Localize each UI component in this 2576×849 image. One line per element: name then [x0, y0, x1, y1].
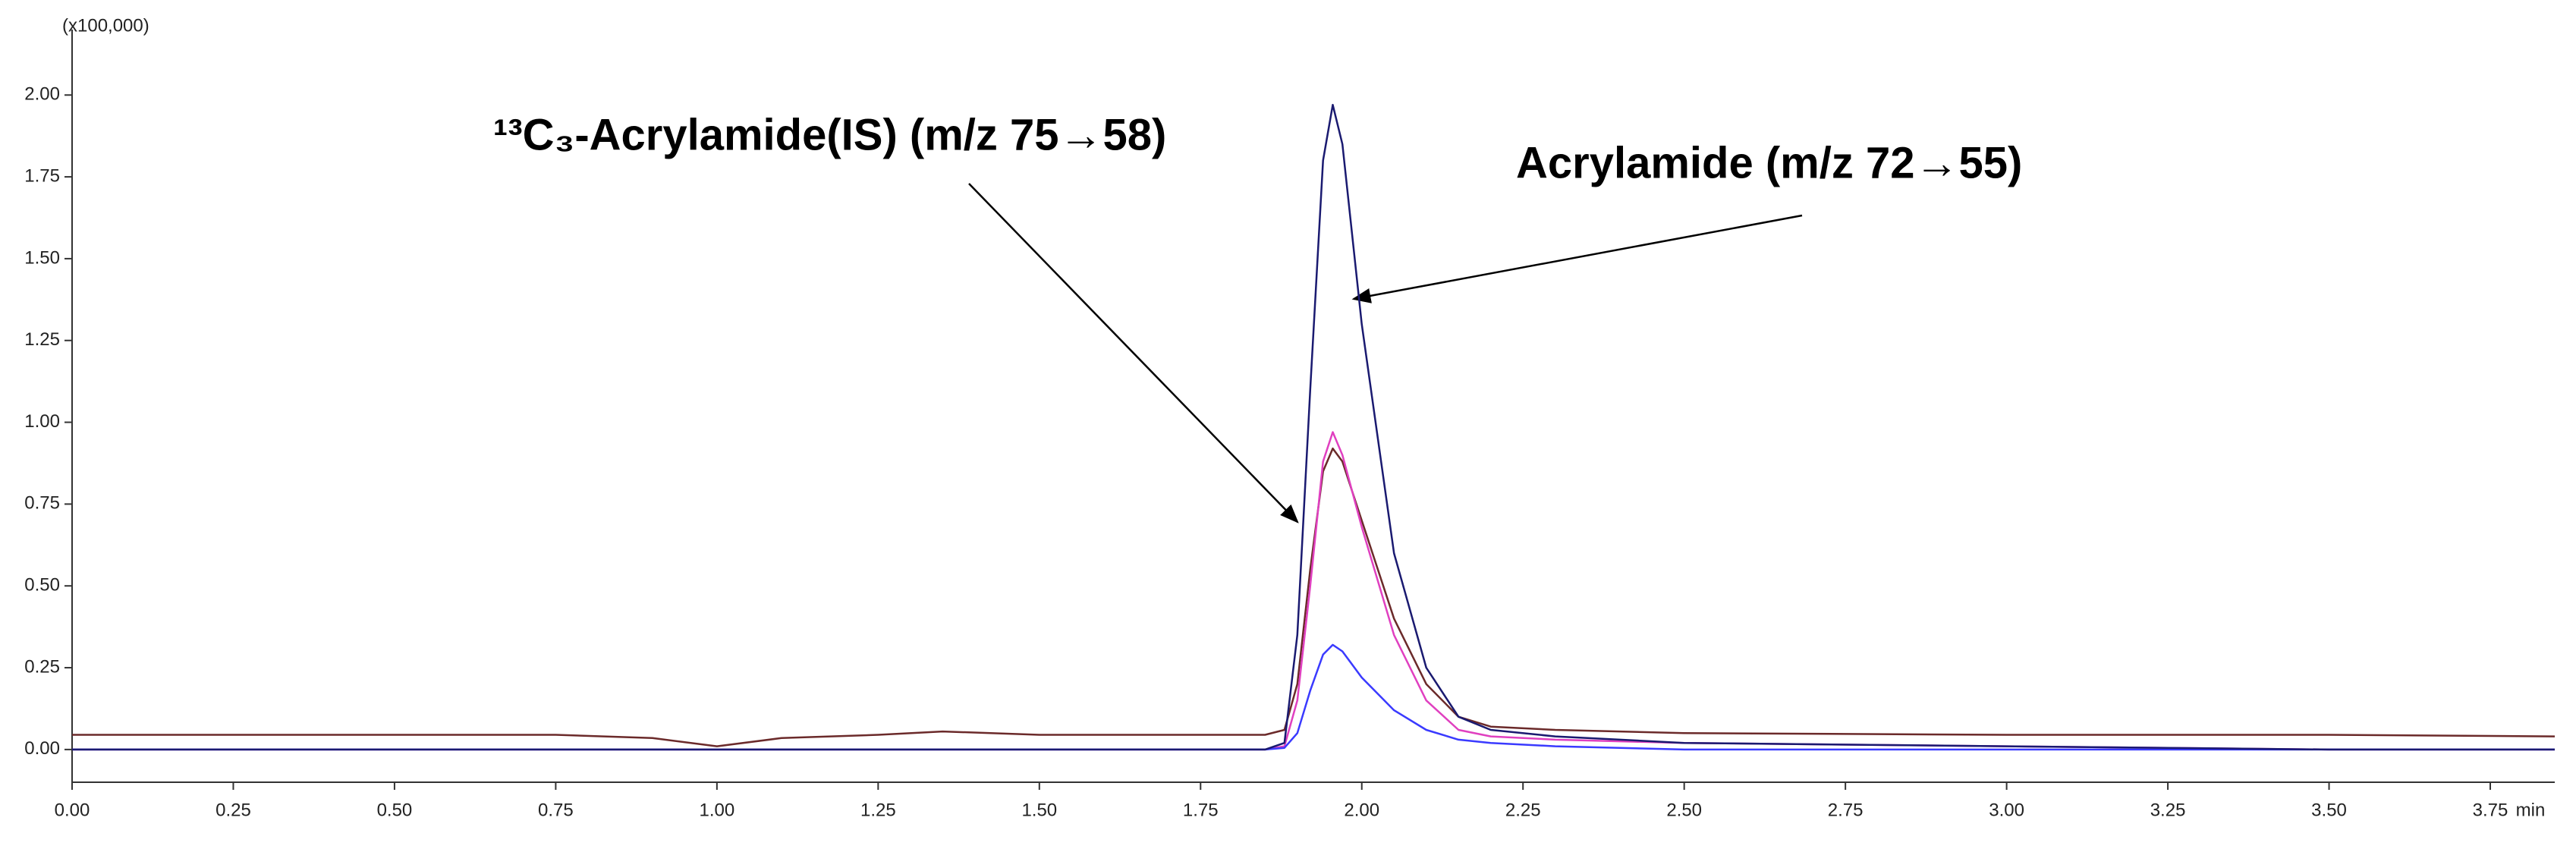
x-tick-label: 2.25	[1505, 800, 1541, 820]
x-tick-label: 0.00	[55, 800, 90, 820]
series-line	[72, 431, 2555, 751]
series-line	[72, 447, 2556, 747]
x-tick-label: 0.50	[377, 800, 413, 820]
y-tick-label: 1.25	[24, 329, 60, 350]
y-tick-label: 1.00	[24, 411, 60, 432]
x-tick-label: 3.75	[2473, 800, 2508, 820]
y-unit-label: (x100,000)	[62, 15, 149, 36]
y-tick-label: 0.75	[24, 493, 60, 514]
annotation: ¹³C₃-Acrylamide(IS) (m/z 75→58)	[493, 110, 1166, 159]
y-tick-label: 0.25	[24, 656, 60, 677]
x-tick-label: 0.25	[215, 800, 251, 820]
y-tick-label: 0.50	[24, 575, 60, 596]
x-tick-label: 1.00	[700, 800, 735, 820]
x-tick-label: 3.00	[1989, 800, 2024, 820]
y-tick-label: 2.00	[24, 84, 60, 105]
x-tick-label: 1.75	[1183, 800, 1219, 820]
arrow	[1351, 214, 1803, 303]
x-tick-label: 2.50	[1666, 800, 1702, 820]
arrow	[968, 183, 1299, 524]
x-tick-label: 1.25	[860, 800, 896, 820]
y-tick-label: 0.00	[24, 738, 60, 759]
annotation: Acrylamide (m/z 72→55)	[1516, 138, 2022, 187]
y-tick-label: 1.50	[24, 247, 60, 268]
series-line	[72, 103, 2555, 751]
series-line	[72, 643, 2555, 751]
x-tick-label: 2.75	[1828, 800, 1864, 820]
x-unit-label: min	[2516, 800, 2546, 820]
x-tick-label: 0.75	[538, 800, 574, 820]
x-tick-label: 3.25	[2150, 800, 2186, 820]
y-tick-label: 1.75	[24, 165, 60, 186]
x-tick-label: 1.50	[1021, 800, 1057, 820]
x-tick-label: 2.00	[1344, 800, 1379, 820]
x-tick-label: 3.50	[2311, 800, 2347, 820]
